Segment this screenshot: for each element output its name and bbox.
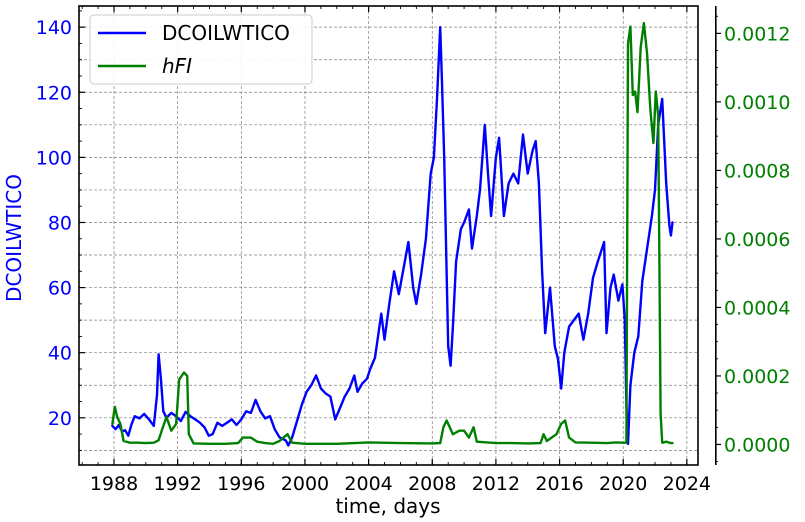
series-layer	[111, 21, 674, 447]
right-y-axis: 0.0000 0.0002 0.0004 0.0006 0.0008 0.0010 0.00…	[715, 15, 790, 463]
left-tick-label: 140	[36, 17, 72, 39]
x-tick-label: 1992	[153, 473, 201, 495]
right-tick-label: 0.0010	[724, 92, 790, 114]
x-tick-label: 2000	[281, 473, 329, 495]
x-tick-label: 2024	[663, 473, 711, 495]
left-y-axis: 20 40 60 80 100 120 140	[36, 10, 85, 451]
left-tick-label: 120	[36, 82, 72, 104]
left-tick-label: 80	[48, 212, 72, 234]
x-tick-label: 2012	[472, 473, 520, 495]
legend-label-dcoilwtico: DCOILWTICO	[162, 21, 290, 45]
left-y-axis-title: DCOILWTICO	[2, 174, 26, 302]
right-tick-label: 0.0006	[724, 229, 790, 251]
right-tick-label: 0.0012	[724, 23, 790, 45]
x-tick-label: 2004	[344, 473, 392, 495]
left-tick-label: 40	[48, 343, 72, 365]
x-tick-label: 1988	[90, 473, 138, 495]
x-tick-label: 2016	[535, 473, 583, 495]
left-tick-label: 20	[48, 408, 72, 430]
x-tick-label: 2008	[408, 473, 456, 495]
series-line-dcoilwtico	[111, 26, 674, 447]
x-axis-title: time, days	[335, 494, 440, 518]
right-tick-label: 0.0004	[724, 297, 790, 319]
right-tick-label: 0.0000	[724, 434, 790, 456]
right-tick-label: 0.0002	[724, 366, 790, 388]
series-line-hfi	[111, 21, 674, 445]
left-tick-label: 100	[36, 147, 72, 169]
right-tick-label: 0.0008	[724, 160, 790, 182]
x-tick-label: 2020	[599, 473, 647, 495]
plot-frame	[78, 5, 699, 466]
x-tick-label: 1996	[217, 473, 265, 495]
legend: DCOILWTICO hFI	[89, 14, 313, 85]
right-axis-spine	[715, 6, 717, 465]
left-tick-label: 60	[48, 278, 72, 300]
legend-label-hfi: hFI	[162, 54, 192, 78]
x-axis: 1988 1992 1996 2000 2004 2008 2012 2016 2020 2024	[81, 6, 711, 495]
